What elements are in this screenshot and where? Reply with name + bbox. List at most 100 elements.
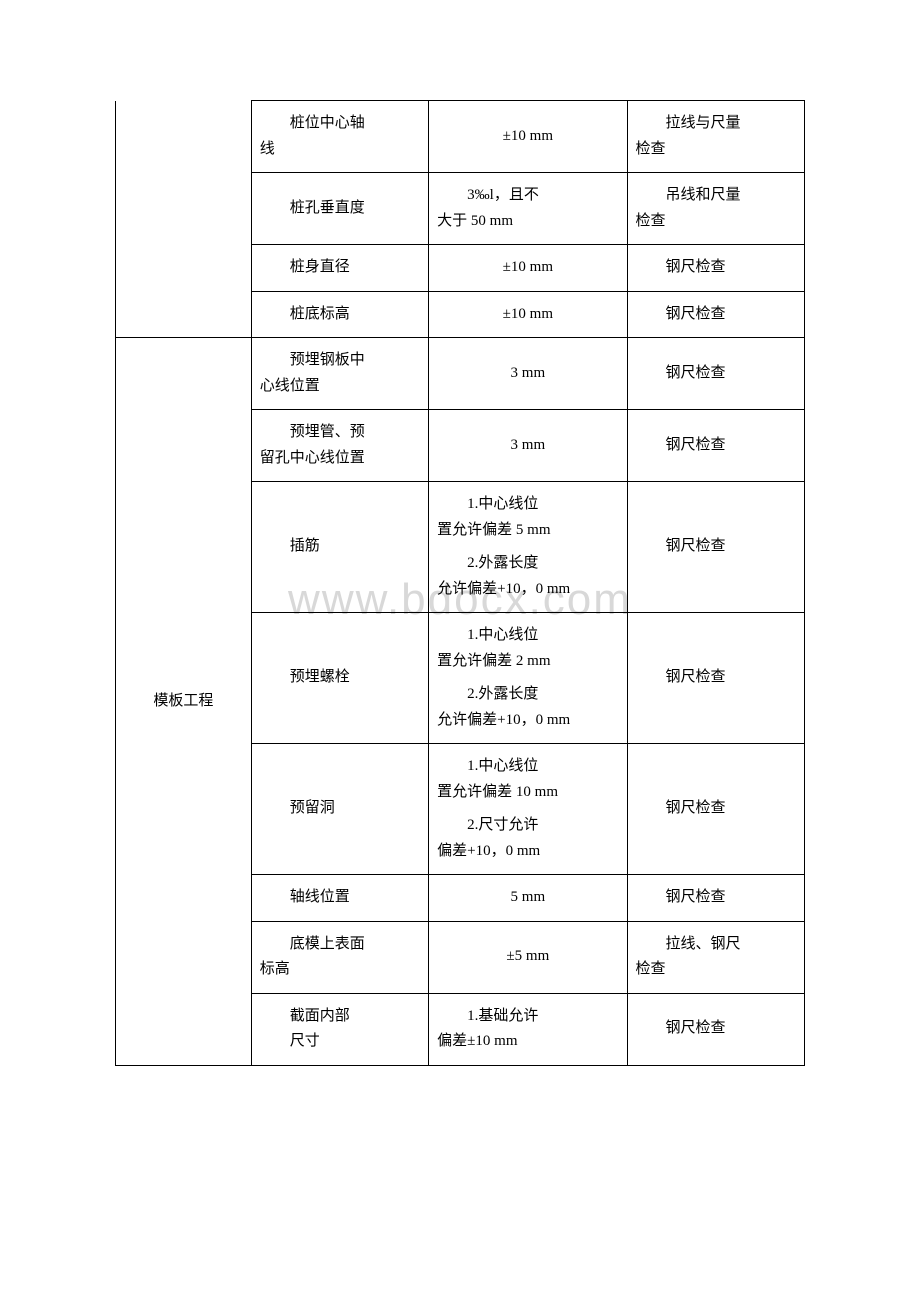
cell-text: 1.中心线位 [437, 492, 618, 518]
cell-text: ±5 mm [506, 948, 549, 964]
tolerance-cell: ±10 mm [429, 245, 627, 292]
cell-text: 钢尺检查 [636, 302, 796, 328]
cell-text: 2.外露长度 [437, 682, 618, 708]
cell-text: 模板工程 [153, 693, 213, 709]
cell-text: 置允许偏差 5 mm [437, 522, 550, 538]
cell-text: 预留洞 [260, 796, 420, 822]
cell-text: 大于 50 mm [437, 213, 513, 229]
cell-text: 标高 [260, 961, 290, 977]
cell-text: 轴线位置 [260, 885, 420, 911]
cell-text: 允许偏差+10，0 mm [437, 581, 570, 597]
item-cell: 预留洞 [251, 744, 428, 875]
method-cell: 拉线与尺量 检查 [627, 101, 804, 173]
cell-text: 插筋 [260, 534, 420, 560]
cell-text: 吊线和尺量 [636, 183, 796, 209]
item-cell: 插筋 [251, 482, 428, 613]
cell-text: ±10 mm [503, 128, 553, 144]
item-cell: 底模上表面 标高 [251, 921, 428, 993]
cell-text: 3 mm [511, 437, 546, 453]
cell-paragraph: 2.外露长度 允许偏差+10，0 mm [437, 551, 618, 602]
item-cell: 桩孔垂直度 [251, 173, 428, 245]
item-cell: 预埋钢板中 心线位置 [251, 338, 428, 410]
cell-text: 钢尺检查 [636, 885, 796, 911]
item-cell: 桩位中心轴 线 [251, 101, 428, 173]
method-cell: 钢尺检查 [627, 245, 804, 292]
cell-text: 桩孔垂直度 [260, 196, 420, 222]
table-row: 模板工程 预埋钢板中 心线位置 3 mm 钢尺检查 [116, 338, 805, 410]
cell-text: 拉线、钢尺 [636, 932, 796, 958]
cell-text: 3 mm [511, 365, 546, 381]
tolerance-cell: 3 mm [429, 410, 627, 482]
item-cell: 桩身直径 [251, 245, 428, 292]
group-cell [116, 101, 252, 173]
table-row: 桩位中心轴 线 ±10 mm 拉线与尺量 检查 [116, 101, 805, 173]
cell-text: 尺寸 [260, 1029, 420, 1055]
method-cell: 钢尺检查 [627, 744, 804, 875]
cell-paragraph: 2.外露长度 允许偏差+10，0 mm [437, 682, 618, 733]
method-cell: 钢尺检查 [627, 875, 804, 922]
method-cell: 钢尺检查 [627, 338, 804, 410]
method-cell: 钢尺检查 [627, 482, 804, 613]
cell-paragraph: 1.中心线位 置允许偏差 10 mm [437, 754, 618, 805]
cell-text: 钢尺检查 [636, 534, 796, 560]
cell-text: 桩身直径 [260, 255, 420, 281]
cell-text: 钢尺检查 [636, 255, 796, 281]
cell-text: 截面内部 [260, 1004, 420, 1030]
group-cell: 模板工程 [116, 338, 252, 1066]
method-cell: 钢尺检查 [627, 993, 804, 1065]
tolerance-cell: 1.中心线位 置允许偏差 2 mm 2.外露长度 允许偏差+10，0 mm [429, 613, 627, 744]
item-cell: 截面内部 尺寸 [251, 993, 428, 1065]
method-cell: 钢尺检查 [627, 410, 804, 482]
tolerance-cell: 1.中心线位 置允许偏差 10 mm 2.尺寸允许 偏差+10，0 mm [429, 744, 627, 875]
cell-text: 1.基础允许 [437, 1004, 618, 1030]
method-cell: 钢尺检查 [627, 613, 804, 744]
method-cell: 吊线和尺量 检查 [627, 173, 804, 245]
cell-text: 拉线与尺量 [636, 111, 796, 137]
cell-text: 线 [260, 141, 275, 157]
cell-text: 检查 [636, 141, 666, 157]
cell-text: 钢尺检查 [636, 1016, 796, 1042]
cell-text: 钢尺检查 [636, 361, 796, 387]
spec-table: 桩位中心轴 线 ±10 mm 拉线与尺量 检查 桩孔垂直度 3‰l，且不 大于 … [115, 100, 805, 1066]
cell-text: 预埋螺栓 [260, 665, 420, 691]
tolerance-cell: 3 mm [429, 338, 627, 410]
group-cell [116, 245, 252, 292]
tolerance-cell: ±10 mm [429, 291, 627, 338]
cell-text: 置允许偏差 10 mm [437, 784, 558, 800]
cell-text: 钢尺检查 [636, 796, 796, 822]
tolerance-cell: 1.中心线位 置允许偏差 5 mm 2.外露长度 允许偏差+10，0 mm [429, 482, 627, 613]
cell-paragraph: 1.中心线位 置允许偏差 5 mm [437, 492, 618, 543]
cell-text: 检查 [636, 213, 666, 229]
tolerance-cell: 1.基础允许 偏差±10 mm [429, 993, 627, 1065]
cell-text: 1.中心线位 [437, 623, 618, 649]
table-row: 桩底标高 ±10 mm 钢尺检查 [116, 291, 805, 338]
cell-text: 5 mm [511, 889, 546, 905]
item-cell: 预埋螺栓 [251, 613, 428, 744]
cell-text: 底模上表面 [260, 932, 420, 958]
cell-text: 检查 [636, 961, 666, 977]
cell-text: 偏差±10 mm [437, 1033, 517, 1049]
cell-text: ±10 mm [503, 306, 553, 322]
cell-text: 留孔中心线位置 [260, 450, 365, 466]
cell-text: 2.尺寸允许 [437, 813, 618, 839]
tolerance-cell: ±5 mm [429, 921, 627, 993]
cell-paragraph: 2.尺寸允许 偏差+10，0 mm [437, 813, 618, 864]
cell-text: 桩底标高 [260, 302, 420, 328]
cell-text: 偏差+10，0 mm [437, 843, 540, 859]
cell-text: 桩位中心轴 [260, 111, 420, 137]
method-cell: 拉线、钢尺 检查 [627, 921, 804, 993]
item-cell: 轴线位置 [251, 875, 428, 922]
cell-text: ±10 mm [503, 259, 553, 275]
cell-text: 钢尺检查 [636, 665, 796, 691]
cell-text: 预埋管、预 [260, 420, 420, 446]
cell-text: 1.中心线位 [437, 754, 618, 780]
group-cell [116, 291, 252, 338]
cell-text: 心线位置 [260, 378, 320, 394]
cell-paragraph: 1.中心线位 置允许偏差 2 mm [437, 623, 618, 674]
cell-text: 3‰l，且不 [437, 183, 618, 209]
cell-text: 2.外露长度 [437, 551, 618, 577]
tolerance-cell: ±10 mm [429, 101, 627, 173]
table-row: 桩孔垂直度 3‰l，且不 大于 50 mm 吊线和尺量 检查 [116, 173, 805, 245]
cell-text: 预埋钢板中 [260, 348, 420, 374]
item-cell: 预埋管、预 留孔中心线位置 [251, 410, 428, 482]
